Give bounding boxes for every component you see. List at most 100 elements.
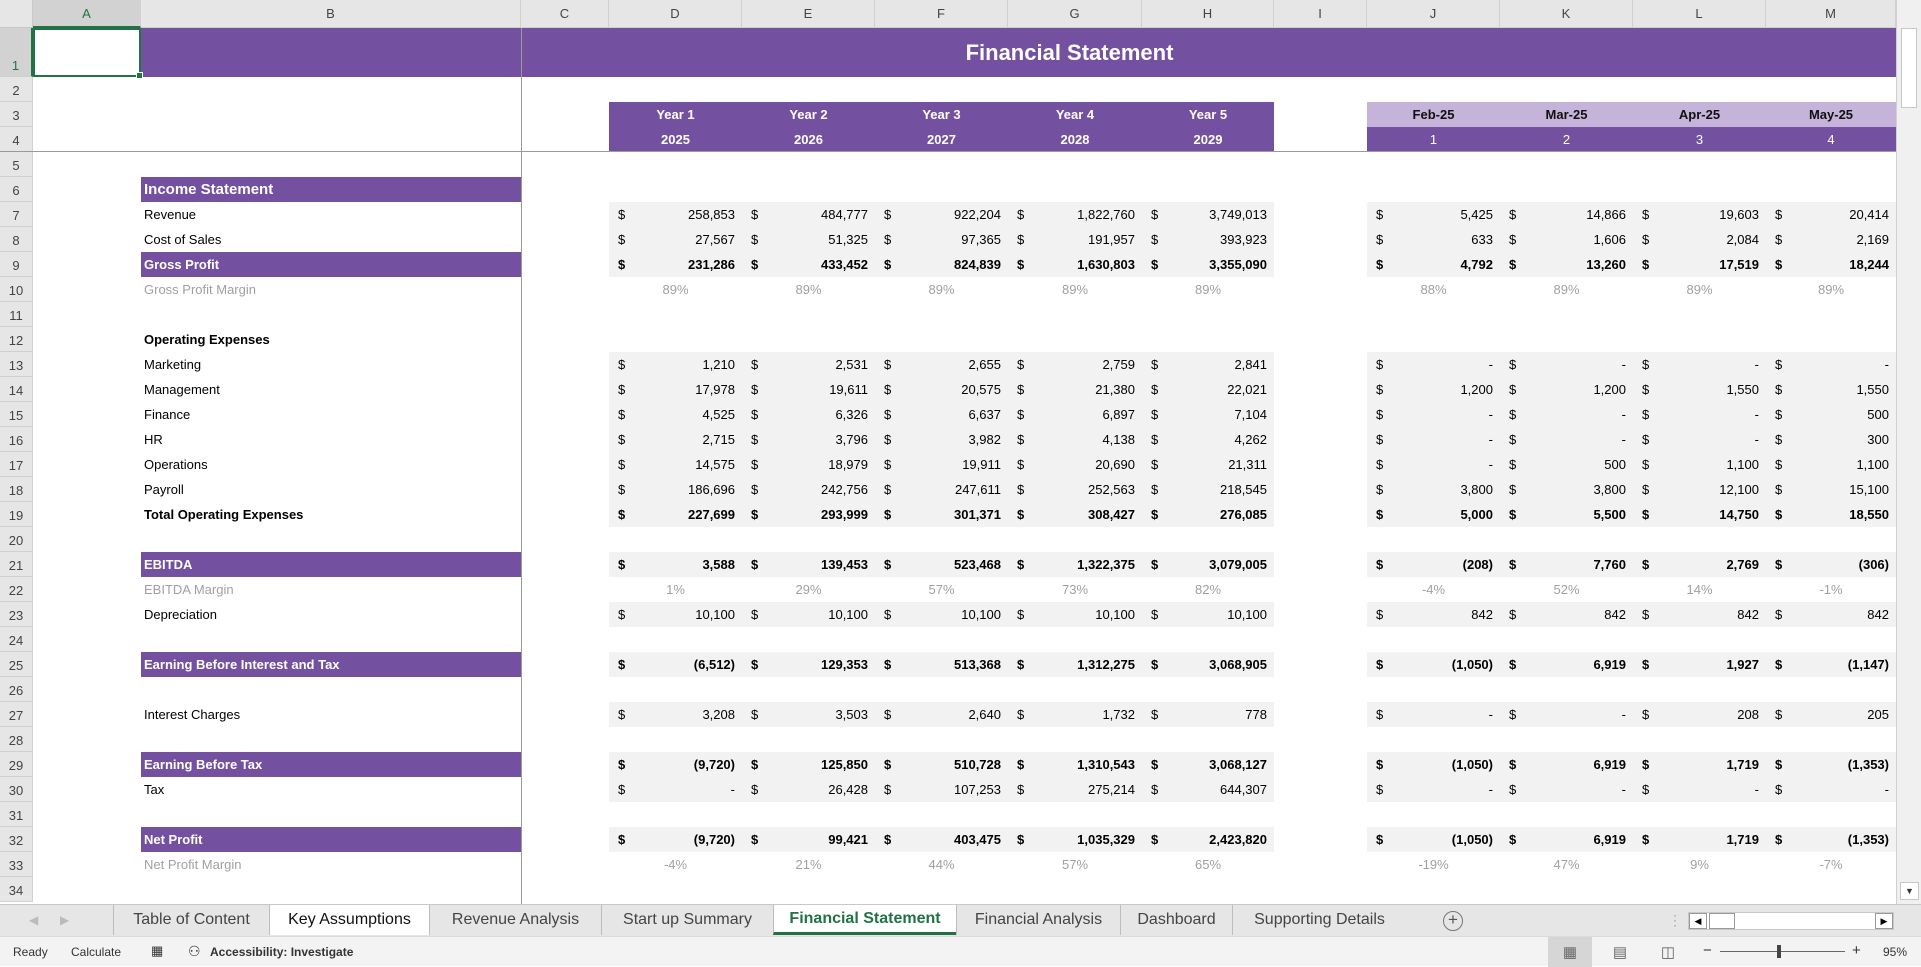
year-value-cell[interactable]: $186,696 — [609, 477, 742, 502]
year-value-cell[interactable]: $4,525 — [609, 402, 742, 427]
year-value-cell[interactable]: $4,138 — [1008, 427, 1142, 452]
row-label[interactable]: Operating Expenses — [144, 332, 270, 347]
column-header-l[interactable]: L — [1633, 0, 1766, 28]
status-accessibility[interactable]: Accessibility: Investigate — [210, 945, 354, 959]
year-value-cell[interactable]: $258,853 — [609, 202, 742, 227]
margin-cell[interactable]: 65% — [1142, 852, 1274, 877]
year-value-cell[interactable]: $21,311 — [1142, 452, 1274, 477]
month-value-cell[interactable]: $ - — [1500, 352, 1633, 377]
row-label[interactable]: Net Profit Margin — [144, 857, 242, 872]
year-value-cell[interactable]: $3,796 — [742, 427, 875, 452]
add-sheet-plus-icon[interactable]: + — [1443, 911, 1463, 931]
year-value-cell[interactable]: $3,355,090 — [1142, 252, 1274, 277]
row-header-19[interactable]: 19 — [0, 502, 33, 527]
year-value-cell[interactable]: $6,897 — [1008, 402, 1142, 427]
selected-cell-a1[interactable] — [33, 28, 143, 79]
month-value-cell[interactable]: $5,425 — [1367, 202, 1500, 227]
sheet-tab-financial-statement[interactable]: Financial Statement — [773, 905, 956, 935]
row-header-33[interactable]: 33 — [0, 852, 33, 877]
year-value-cell[interactable]: $1,035,329 — [1008, 827, 1142, 852]
year-value-cell[interactable]: $231,286 — [609, 252, 742, 277]
month-value-cell[interactable]: $ (1,050) — [1367, 752, 1500, 777]
month-value-cell[interactable]: $1,550 — [1766, 377, 1896, 402]
month-value-cell[interactable]: $5,500 — [1500, 502, 1633, 527]
row-label[interactable]: Net Profit — [141, 827, 521, 852]
margin-cell[interactable]: 89% — [609, 277, 742, 302]
year-value-cell[interactable]: $2,841 — [1142, 352, 1274, 377]
month-value-cell[interactable]: $1,606 — [1500, 227, 1633, 252]
column-header-h[interactable]: H — [1142, 0, 1274, 28]
year-value-cell[interactable]: $523,468 — [875, 552, 1008, 577]
row-label[interactable]: Total Operating Expenses — [144, 507, 304, 522]
year-value-cell[interactable]: $97,365 — [875, 227, 1008, 252]
year-value-cell[interactable]: $3,068,905 — [1142, 652, 1274, 677]
year-value-cell[interactable]: $125,850 — [742, 752, 875, 777]
month-value-cell[interactable]: $ - — [1500, 702, 1633, 727]
month-value-cell[interactable]: $1,719 — [1633, 752, 1766, 777]
year-value-cell[interactable]: $4,262 — [1142, 427, 1274, 452]
year-value-cell[interactable]: $107,253 — [875, 777, 1008, 802]
year-value-cell[interactable]: $2,715 — [609, 427, 742, 452]
column-header-e[interactable]: E — [742, 0, 875, 28]
row-header-21[interactable]: 21 — [0, 552, 33, 577]
margin-cell[interactable]: 89% — [1633, 277, 1766, 302]
row-header-17[interactable]: 17 — [0, 452, 33, 477]
row-header-8[interactable]: 8 — [0, 227, 33, 252]
sheet-tab-supporting-details[interactable]: Supporting Details — [1232, 905, 1406, 935]
row-header-13[interactable]: 13 — [0, 352, 33, 377]
margin-cell[interactable]: 89% — [1500, 277, 1633, 302]
month-value-cell[interactable]: $4,792 — [1367, 252, 1500, 277]
zoom-level[interactable]: 95% — [1883, 945, 1908, 959]
year-value-cell[interactable]: $22,021 — [1142, 377, 1274, 402]
sheet-tab-table-of-content[interactable]: Table of Content — [113, 905, 269, 935]
month-value-cell[interactable]: $1,200 — [1500, 377, 1633, 402]
year-value-cell[interactable]: $6,326 — [742, 402, 875, 427]
month-value-cell[interactable]: $ - — [1367, 452, 1500, 477]
row-header-11[interactable]: 11 — [0, 302, 33, 327]
margin-cell[interactable]: 89% — [1008, 277, 1142, 302]
month-value-cell[interactable]: $ (208) — [1367, 552, 1500, 577]
month-value-cell[interactable]: $ - — [1500, 402, 1633, 427]
year-value-cell[interactable]: $10,100 — [1142, 602, 1274, 627]
year-value-cell[interactable]: $129,353 — [742, 652, 875, 677]
year-value-cell[interactable]: $2,531 — [742, 352, 875, 377]
column-header-g[interactable]: G — [1008, 0, 1142, 28]
margin-cell[interactable]: 82% — [1142, 577, 1274, 602]
year-value-cell[interactable]: $3,068,127 — [1142, 752, 1274, 777]
year-value-cell[interactable]: $301,371 — [875, 502, 1008, 527]
month-value-cell[interactable]: $ - — [1500, 777, 1633, 802]
month-value-cell[interactable]: $6,919 — [1500, 652, 1633, 677]
row-header-12[interactable]: 12 — [0, 327, 33, 352]
zoom-slider[interactable] — [1720, 951, 1845, 952]
month-value-cell[interactable]: $2,084 — [1633, 227, 1766, 252]
row-label[interactable]: Earning Before Tax — [141, 752, 521, 777]
row-header-2[interactable]: 2 — [0, 77, 33, 102]
row-label[interactable]: Income Statement — [141, 177, 521, 202]
row-header-32[interactable]: 32 — [0, 827, 33, 852]
margin-cell[interactable]: 57% — [1008, 852, 1142, 877]
margin-cell[interactable]: -4% — [1367, 577, 1500, 602]
month-value-cell[interactable]: $ - — [1633, 402, 1766, 427]
month-value-cell[interactable]: $ (1,147) — [1766, 652, 1896, 677]
month-value-cell[interactable]: $842 — [1500, 602, 1633, 627]
year-value-cell[interactable]: $3,588 — [609, 552, 742, 577]
month-value-cell[interactable]: $ (1,353) — [1766, 752, 1896, 777]
row-header-18[interactable]: 18 — [0, 477, 33, 502]
row-header-30[interactable]: 30 — [0, 777, 33, 802]
year-value-cell[interactable]: $ (9,720) — [609, 827, 742, 852]
row-label[interactable]: HR — [144, 432, 163, 447]
year-value-cell[interactable]: $227,699 — [609, 502, 742, 527]
margin-cell[interactable]: 1% — [609, 577, 742, 602]
sheet-tab-start-up-summary[interactable]: Start up Summary — [601, 905, 773, 935]
year-value-cell[interactable]: $20,575 — [875, 377, 1008, 402]
page-break-view-icon[interactable]: ◫ — [1660, 944, 1676, 961]
year-value-cell[interactable]: $3,749,013 — [1142, 202, 1274, 227]
month-value-cell[interactable]: $5,000 — [1367, 502, 1500, 527]
row-header-20[interactable]: 20 — [0, 527, 33, 552]
column-header-d[interactable]: D — [609, 0, 742, 28]
year-value-cell[interactable]: $7,104 — [1142, 402, 1274, 427]
row-label[interactable]: EBITDA — [141, 552, 521, 577]
scroll-right-arrow-icon[interactable]: ▶ — [1875, 913, 1893, 929]
margin-cell[interactable]: 44% — [875, 852, 1008, 877]
year-value-cell[interactable]: $10,100 — [742, 602, 875, 627]
